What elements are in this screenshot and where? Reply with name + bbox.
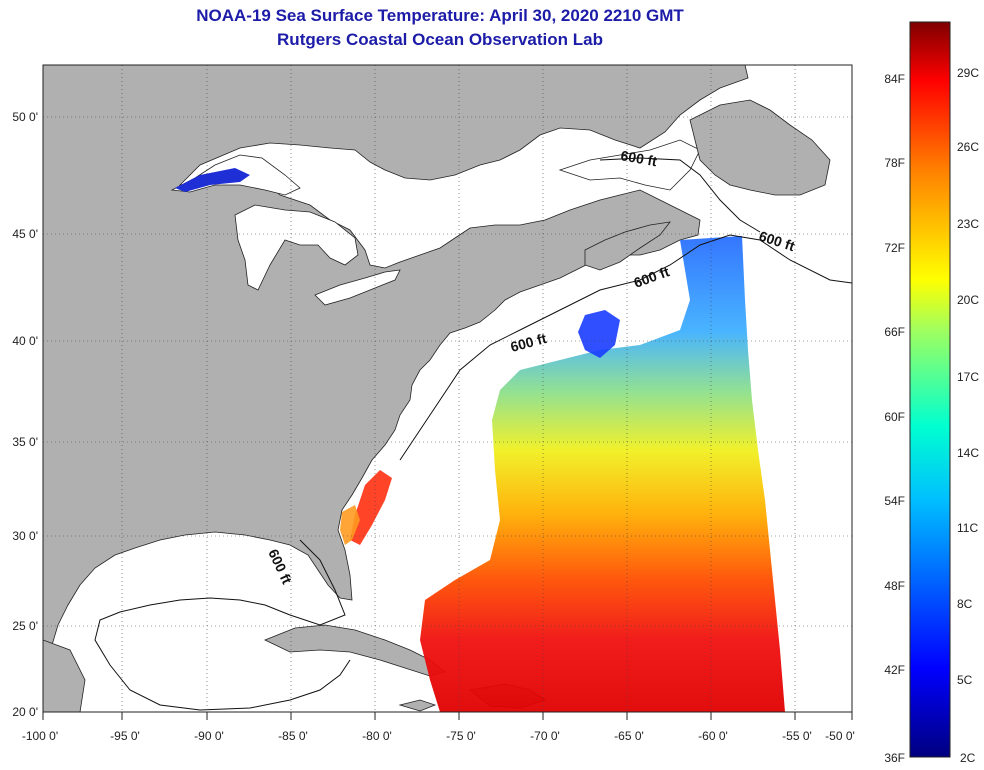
colorbar-c-label: 2C — [960, 751, 976, 765]
lon-label: -60 0' — [698, 729, 728, 743]
colorbar-f-label: 36F — [884, 751, 905, 765]
lon-label: -65 0' — [614, 729, 644, 743]
contour-600ft-labrador — [599, 157, 761, 233]
sst-florida-shelf — [340, 505, 360, 545]
colorbar-c-label: 14C — [957, 446, 979, 460]
map-subtitle: Rutgers Coastal Ocean Observation Lab — [277, 30, 603, 49]
sst-swath — [420, 236, 785, 712]
lat-label: 30 0' — [12, 529, 38, 543]
lon-label: -95 0' — [110, 729, 140, 743]
lake-erie-ontario — [314, 269, 401, 306]
lon-label: -50 0' — [825, 729, 855, 743]
lat-label: 25 0' — [12, 619, 38, 633]
colorbar-f-label: 78F — [884, 156, 905, 170]
lat-label: 35 0' — [12, 435, 38, 449]
plot-frame — [42, 64, 853, 713]
contour-label-labrador: 600 ft — [619, 147, 658, 169]
colorbar-f-label: 48F — [884, 579, 905, 593]
sst-gulf-stream-warm — [350, 470, 392, 545]
lat-label: 50 0' — [12, 110, 38, 124]
lon-label: -70 0' — [530, 729, 560, 743]
lake-michigan-huron — [234, 204, 359, 291]
lon-label: -85 0' — [278, 729, 308, 743]
colorbar-c-label: 5C — [957, 673, 973, 687]
land-north-america — [43, 65, 749, 712]
lon-label: -75 0' — [446, 729, 476, 743]
colorbar — [909, 21, 951, 758]
colorbar-c-label: 26C — [957, 140, 979, 154]
lat-label: 20 0' — [12, 705, 38, 719]
colorbar-c-label: 29C — [957, 66, 979, 80]
colorbar-f-label: 66F — [884, 325, 905, 339]
x-axis-ticks — [42, 712, 853, 720]
sst-cold-patch-lake-superior — [175, 168, 250, 192]
lon-label: -90 0' — [194, 729, 224, 743]
map-title: NOAA-19 Sea Surface Temperature: April 3… — [196, 6, 684, 25]
sst-cold-patch-gulf-of-maine — [578, 310, 620, 358]
colorbar-f-label: 60F — [884, 410, 905, 424]
colorbar-c-label: 23C — [957, 217, 979, 231]
colorbar-f-label: 42F — [884, 663, 905, 677]
colorbar-f-label: 84F — [884, 72, 905, 86]
colorbar-f-label: 54F — [884, 494, 905, 508]
colorbar-c-label: 8C — [957, 597, 973, 611]
colorbar-c-label: 17C — [957, 370, 979, 384]
land-yucatan — [43, 639, 86, 712]
lat-label: 45 0' — [12, 227, 38, 241]
contour-600ft-north — [399, 234, 852, 461]
gulf-of-st-lawrence — [558, 139, 701, 191]
colorbar-f-label: 72F — [884, 241, 905, 255]
lat-lon-grid — [43, 65, 852, 712]
land-newfoundland — [689, 99, 831, 196]
colorbar-c-label: 20C — [957, 293, 979, 307]
lon-label: -80 0' — [362, 729, 392, 743]
land-nova-scotia — [584, 221, 671, 271]
lon-label: -55 0' — [782, 729, 812, 743]
lon-label: -100 0' — [22, 729, 58, 743]
colorbar-c-label: 11C — [957, 521, 978, 535]
lat-label: 40 0' — [12, 334, 38, 348]
contour-600ft-gulf — [94, 539, 351, 711]
land-jamaica — [398, 699, 437, 712]
